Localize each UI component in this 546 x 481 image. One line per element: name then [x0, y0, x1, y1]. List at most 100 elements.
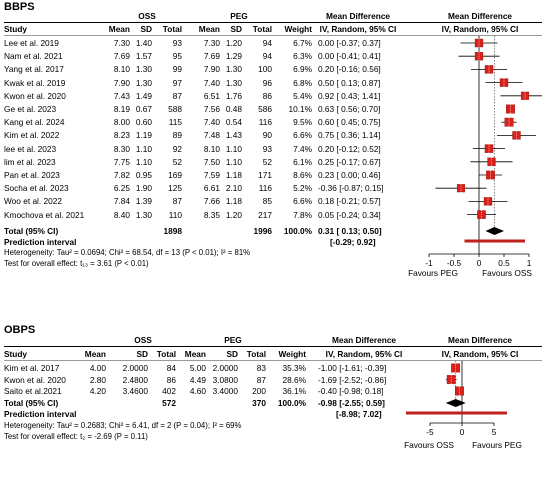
- bbps-row-weight: 6.9%: [293, 64, 312, 75]
- bbps-row-total2: 96: [262, 77, 272, 88]
- bbps-row-mean1: 8.40: [113, 209, 130, 220]
- obps-group1-header: OSS: [134, 335, 152, 345]
- bbps-overall-effect: Test for overall effect: t₁₃ = 3.61 (P <…: [4, 259, 149, 268]
- bbps-row-total1: 87: [172, 90, 182, 101]
- bbps-row-sd2: 1.29: [225, 51, 242, 62]
- bbps-total-ci: 0.31 [ 0.13; 0.50]: [318, 226, 382, 236]
- obps-row-sd1: 2.0000: [122, 363, 148, 373]
- bbps-row-total1: 97: [172, 77, 182, 88]
- bbps-header-rule: [4, 35, 542, 36]
- bbps-row-weight: 6.3%: [293, 51, 312, 62]
- bbps-row-mean2: 6.51: [203, 90, 220, 101]
- bbps-row-total2: 93: [262, 143, 272, 154]
- bbps-row-mean1: 8.30: [113, 143, 130, 154]
- obps-row-study: Saito et al.2021: [4, 386, 62, 396]
- bbps-row-mean1: 6.25: [113, 183, 130, 194]
- bbps-row-sd2: 0.48: [225, 104, 242, 114]
- bbps-row-mean1: 8.19: [113, 104, 130, 114]
- bbps-row-mean1: 7.90: [113, 77, 130, 88]
- bbps-top-rule: [4, 22, 542, 23]
- bbps-row-mean2: 6.61: [203, 183, 220, 194]
- obps-row-sd1: 3.4600: [122, 386, 148, 396]
- bbps-row-weight: 5.2%: [293, 183, 312, 194]
- bbps-row-sd2: 1.76: [225, 90, 242, 101]
- bbps-row-study: Socha et al. 2023: [4, 183, 69, 194]
- bbps-row-total2: 116: [258, 117, 272, 128]
- bbps-row-mean1: 7.75: [113, 156, 130, 167]
- bbps-row-total1: 99: [172, 64, 182, 75]
- obps-col-study: Study: [4, 349, 28, 359]
- obps-row-study: Kwon et al. 2020: [4, 374, 66, 385]
- bbps-row-mean2: 7.66: [203, 196, 220, 207]
- obps-col-total1: Total: [156, 349, 176, 359]
- bbps-row-ci: 0.00 [-0.37; 0.37]: [318, 38, 381, 48]
- bbps-row-weight: 6.6%: [293, 196, 312, 207]
- obps-col-sd2: SD: [226, 349, 238, 359]
- obps-row-weight: 28.6%: [282, 374, 306, 385]
- bbps-row-total1: 92: [172, 143, 182, 154]
- bbps-row-weight: 9.5%: [293, 117, 312, 128]
- bbps-row-ci: 0.20 [-0.12; 0.52]: [318, 143, 381, 154]
- bbps-total-n1: 1898: [163, 226, 182, 236]
- obps-row-total1: 84: [166, 363, 176, 373]
- bbps-md-header-2: IV, Random, 95% CI: [319, 24, 397, 34]
- bbps-row-weight: 6.6%: [293, 130, 312, 141]
- obps-md-plot-header-1: Mean Difference: [447, 335, 513, 345]
- bbps-total-weight: 100.0%: [283, 226, 312, 236]
- bbps-row-study: Ge et al. 2023: [4, 104, 57, 114]
- prediction-interval-bar: [406, 411, 507, 415]
- obps-row-total2: 83: [256, 363, 266, 373]
- bbps-row-mean1: 7.82: [113, 170, 130, 180]
- obps-row-weight: 36.1%: [282, 386, 306, 396]
- obps-row-mean1: 4.20: [89, 386, 106, 396]
- obps-title: OBPS: [4, 324, 36, 336]
- obps-col-mean2: Mean: [184, 349, 206, 359]
- obps-group2-header: PEG: [224, 335, 242, 345]
- obps-row-mean2: 4.60: [189, 386, 206, 396]
- obps-total-n2: 370: [252, 398, 266, 408]
- bbps-col-weight: Weight: [284, 24, 313, 34]
- bbps-row-mean2: 7.90: [203, 64, 220, 75]
- x-tick-label: -1: [425, 258, 433, 268]
- bbps-total-label: Total (95% CI): [4, 226, 59, 236]
- obps-row-sd1: 2.4800: [122, 374, 148, 385]
- bbps-row-mean2: 7.40: [203, 77, 220, 88]
- bbps-row-sd1: 1.30: [135, 77, 152, 88]
- obps-row-sd2: 3.0800: [212, 374, 238, 385]
- bbps-group2-header: PEG: [230, 11, 248, 21]
- bbps-col-sd1: SD: [140, 24, 152, 34]
- bbps-row-study: lee et al. 2023: [4, 143, 57, 154]
- obps-row-total1: 402: [162, 386, 176, 396]
- bbps-row-ci: 0.25 [-0.17; 0.67]: [318, 156, 381, 167]
- bbps-row-mean2: 7.30: [203, 38, 220, 48]
- bbps-row-total1: 588: [168, 104, 182, 114]
- bbps-row-sd2: 0.54: [225, 117, 242, 128]
- bbps-row-ci: 0.60 [ 0.45; 0.75]: [318, 117, 381, 128]
- bbps-row-ci: 0.05 [-0.24; 0.34]: [318, 209, 381, 220]
- obps-forest-plot: -5 0 5: [406, 361, 507, 437]
- bbps-row-study: Kwak et al. 2019: [4, 77, 66, 88]
- x-tick-label: 0: [460, 427, 465, 437]
- bbps-row-sd2: 1.10: [225, 156, 242, 167]
- bbps-forest-plot: -1 -0.5 0 0.5 1: [425, 36, 542, 268]
- bbps-row-mean1: 8.00: [113, 117, 130, 128]
- bbps-row-total2: 94: [262, 38, 272, 48]
- bbps-md-header-1: Mean Difference: [325, 11, 391, 21]
- bbps-row-total1: 95: [172, 51, 182, 62]
- bbps-row-sd2: 1.30: [225, 64, 242, 75]
- bbps-row-ci: 0.92 [ 0.43; 1.41]: [318, 90, 381, 101]
- bbps-row-study: Kim et al. 2022: [4, 130, 60, 141]
- obps-row-mean2: 4.49: [189, 374, 206, 385]
- bbps-row-weight: 7.8%: [293, 209, 312, 220]
- bbps-row-sd1: 1.10: [135, 143, 152, 154]
- obps-row-total2: 87: [256, 374, 266, 385]
- bbps-md-plot-header-1: Mean Difference: [447, 11, 513, 21]
- bbps-heterogeneity: Heterogeneity: Tau² = 0.0694; Chi² = 68.…: [4, 248, 251, 257]
- x-tick-label: -5: [426, 427, 434, 437]
- bbps-row-weight: 6.1%: [293, 156, 312, 167]
- bbps-col-study: Study: [4, 24, 28, 34]
- bbps-row-sd1: 0.95: [135, 170, 152, 180]
- bbps-row-sd2: 1.18: [225, 196, 242, 207]
- prediction-interval-bar: [464, 239, 525, 243]
- obps-row-total2: 200: [252, 386, 266, 396]
